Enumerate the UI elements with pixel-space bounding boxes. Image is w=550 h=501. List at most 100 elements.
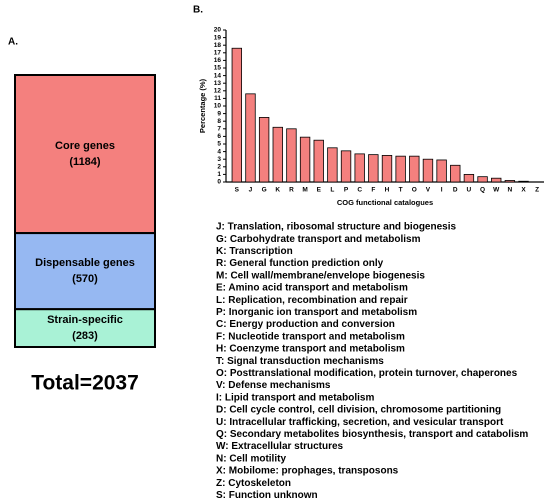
y-tick-label: 13	[214, 80, 222, 87]
block-label: Core genes	[55, 140, 115, 152]
legend-entry: J: Translation, ribosomal structure and …	[216, 222, 456, 233]
legend-entry: H: Coenzyme transport and metabolism	[216, 344, 405, 355]
legend-entry: N: Cell motility	[216, 453, 286, 464]
bar	[354, 153, 365, 183]
y-tick-label: 2	[217, 164, 221, 171]
y-tick-label: 1	[217, 171, 221, 178]
y-tick-label: 5	[217, 141, 221, 148]
total-label: Total=2037	[31, 372, 139, 395]
y-tick-label: 18	[214, 42, 222, 49]
x-tick-label: E	[317, 187, 322, 194]
x-tick-label: X	[521, 187, 526, 194]
legend-entry: Z: Cytoskeleton	[216, 478, 291, 489]
block	[14, 308, 156, 348]
bar	[368, 154, 379, 183]
x-tick-label: I	[441, 187, 443, 194]
legend-entry: S: Function unknown	[216, 490, 318, 501]
bar	[477, 176, 488, 183]
legend-entry: U: Intracellular trafficking, secretion,…	[216, 417, 504, 428]
bar	[340, 150, 352, 183]
value-label: (283)	[72, 330, 98, 342]
bar	[395, 155, 406, 183]
x-tick-label: P	[344, 187, 349, 194]
x-tick-label: Z	[535, 187, 539, 194]
y-tick-label: 4	[217, 148, 221, 155]
legend-entry: Q: Secondary metabolites biosynthesis, t…	[216, 429, 528, 440]
block-label: Dispensable genes	[35, 257, 135, 269]
y-tick-label: 6	[217, 133, 221, 140]
legend-entry: T: Signal transduction mechanisms	[216, 356, 384, 367]
legend-entry: C: Energy production and conversion	[216, 319, 395, 330]
x-tick-label: U	[467, 187, 472, 194]
x-axis-label: COG functional catalogues	[337, 198, 433, 207]
y-tick-label: 14	[214, 72, 222, 79]
legend-entry: V: Defense mechanisms	[216, 380, 331, 391]
x-tick-label: M	[302, 187, 307, 194]
legend-entry: O: Posttranslational modification, prote…	[216, 368, 518, 379]
x-tick-label: O	[412, 187, 417, 194]
y-tick-label: 8	[217, 118, 221, 125]
value-label: (1184)	[69, 156, 101, 168]
bar	[299, 136, 311, 183]
bar	[504, 180, 516, 183]
x-tick-label: G	[262, 187, 267, 194]
x-tick-label: V	[426, 187, 431, 194]
x-tick-label: K	[275, 187, 280, 194]
legend-entry: F: Nucleotide transport and metabolism	[216, 331, 405, 342]
legend-entry: L: Replication, recombination and repair	[216, 295, 408, 306]
legend-entry: W: Extracellular structures	[216, 441, 344, 452]
y-tick-label: 12	[214, 88, 222, 95]
legend-entry: P: Inorganic ion transport and metabolis…	[216, 307, 417, 318]
bar	[245, 93, 256, 183]
y-axis-label: Percentage (%)	[198, 78, 207, 133]
x-tick-label: Q	[480, 187, 485, 194]
y-tick-label: 16	[214, 57, 222, 64]
x-tick-label: F	[371, 187, 375, 194]
bar	[491, 177, 502, 183]
x-tick-label: R	[289, 187, 294, 194]
legend-entry: G: Carbohydrate transport and metabolism	[216, 234, 421, 245]
x-tick-label: J	[249, 187, 253, 194]
legend-entry: I: Lipid transport and metabolism	[216, 392, 374, 403]
x-tick-label: T	[399, 187, 403, 194]
x-tick-label: S	[235, 187, 240, 194]
block-label: Strain-specific	[47, 314, 123, 326]
y-tick-label: 7	[217, 126, 221, 133]
x-tick-label: N	[508, 187, 513, 194]
y-tick-label: 3	[217, 156, 221, 163]
legend-entry: M: Cell wall/membrane/envelope biogenesi…	[216, 270, 425, 281]
bar	[272, 126, 283, 183]
panel-label: A.	[8, 37, 18, 48]
legend-entry: E: Amino acid transport and metabolism	[216, 283, 408, 294]
bar	[409, 155, 420, 183]
legend-entry: K: Transcription	[216, 246, 293, 257]
bar	[313, 139, 324, 183]
x-tick-label: L	[330, 187, 334, 194]
bar	[436, 159, 447, 183]
bar	[422, 158, 434, 183]
y-tick-label: 15	[214, 65, 222, 72]
bar	[258, 117, 270, 183]
bar	[231, 47, 243, 183]
bar	[286, 128, 297, 183]
x-tick-label: D	[453, 187, 458, 194]
bar	[381, 154, 393, 183]
block	[14, 232, 156, 311]
y-tick-label: 10	[214, 103, 222, 110]
legend-entry: D: Cell cycle control, cell division, ch…	[216, 405, 501, 416]
legend-entry: R: General function prediction only	[216, 258, 384, 269]
y-tick-label: 0	[217, 179, 221, 186]
bar	[518, 180, 529, 183]
x-tick-label: H	[385, 187, 390, 194]
y-tick-label: 20	[214, 27, 222, 34]
bar	[450, 164, 461, 183]
block	[14, 74, 156, 235]
bar	[463, 173, 475, 183]
y-tick-label: 17	[214, 50, 222, 57]
legend-entry: X: Mobilome: prophages, transposons	[216, 466, 399, 477]
y-tick-label: 19	[214, 34, 222, 41]
y-tick-label: 11	[214, 95, 221, 102]
x-tick-label: W	[493, 187, 500, 194]
value-label: (570)	[72, 273, 98, 285]
